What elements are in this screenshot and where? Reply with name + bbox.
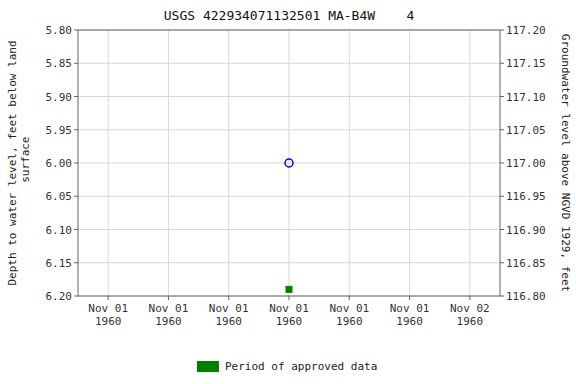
tick — [500, 129, 504, 130]
point — [286, 286, 292, 292]
tick — [500, 262, 504, 263]
text-line: 1960 — [276, 315, 303, 328]
marks — [285, 159, 293, 292]
tick-label: Nov 011960 — [329, 302, 369, 328]
text-line: surface — [19, 137, 32, 190]
tick-label: 116.95 — [506, 190, 546, 203]
tick-label: 6.15 — [46, 257, 73, 270]
tick — [74, 96, 78, 97]
tick-label: Nov 011960 — [88, 302, 128, 328]
tick — [74, 163, 78, 164]
grid-line — [349, 30, 350, 296]
text-line: Nov 01 — [209, 302, 249, 315]
tick-label: 5.90 — [46, 91, 73, 104]
background — [0, 0, 576, 384]
tick — [500, 30, 504, 31]
text-line: Nov 01 — [329, 302, 369, 315]
tick — [289, 296, 290, 300]
tick — [168, 296, 169, 300]
tick — [409, 296, 410, 300]
tick-label: Nov 021960 — [450, 302, 490, 328]
tick-label: Nov 011960 — [269, 302, 309, 328]
tick — [500, 229, 504, 230]
tick-label: 5.85 — [46, 57, 73, 70]
y-axis-label: Depth to water level, feet below land su… — [6, 40, 32, 285]
text-line: 1960 — [396, 315, 423, 328]
tick-label: 117.15 — [506, 57, 546, 70]
text-line: 1960 — [215, 315, 242, 328]
grid-line — [469, 30, 470, 296]
text-line: Nov 01 — [149, 302, 189, 315]
tick — [500, 63, 504, 64]
tick — [500, 163, 504, 164]
tick-label: 116.90 — [506, 224, 546, 237]
tick — [500, 96, 504, 97]
tick-label: 117.00 — [506, 157, 546, 170]
tick — [74, 229, 78, 230]
tick — [500, 296, 504, 297]
tick — [74, 296, 78, 297]
tick-label: 117.10 — [506, 91, 546, 104]
grid-line — [409, 30, 410, 296]
text-line: Nov 01 — [390, 302, 430, 315]
legend-swatch — [197, 361, 219, 372]
tick — [500, 196, 504, 197]
legend-label: Period of approved data — [225, 360, 377, 373]
tick-label: 5.95 — [46, 124, 73, 137]
text-line: Nov 01 — [269, 302, 309, 315]
tick — [74, 63, 78, 64]
y-axis: 5.80 5.85 5.90 5.95 6.00 6.05 6.10 6.15 6.20 — [46, 24, 79, 303]
y2-axis-label: Groundwater level above NGVD 1929, feet — [559, 34, 572, 292]
tick — [228, 296, 229, 300]
tick — [469, 296, 470, 300]
tick-label: 5.80 — [46, 24, 73, 37]
grid-line — [168, 30, 169, 296]
grid-line — [289, 30, 290, 296]
text-line: 1960 — [457, 315, 484, 328]
tick-label: 116.85 — [506, 257, 546, 270]
tick — [74, 30, 78, 31]
tick-label: Nov 011960 — [390, 302, 430, 328]
tick-label: 117.20 — [506, 24, 546, 37]
tick-label: Nov 011960 — [149, 302, 189, 328]
text-line: 1960 — [95, 315, 122, 328]
point — [285, 159, 293, 167]
tick — [74, 262, 78, 263]
tick-label: 116.80 — [506, 290, 546, 303]
text-line: Depth to water level, feet below land — [6, 40, 19, 285]
tick — [74, 129, 78, 130]
tick — [74, 196, 78, 197]
text-line: 1960 — [155, 315, 182, 328]
tick-label: 6.20 — [46, 290, 73, 303]
tick-label: 6.10 — [46, 224, 73, 237]
grid-line — [108, 30, 109, 296]
text-line: 1960 — [336, 315, 363, 328]
x-axis: Nov 011960Nov 011960Nov 011960Nov 011960… — [88, 296, 489, 328]
tick-label: Nov 011960 — [209, 302, 249, 328]
y2-axis: 117.20 117.15 117.10 117.05 117.00 116.95 116.… — [500, 24, 546, 303]
text-line: Nov 02 — [450, 302, 490, 315]
title: USGS 422934071132501 MA-B4W 4 — [164, 8, 415, 23]
plot-frame — [78, 30, 500, 296]
text-line: Nov 01 — [88, 302, 128, 315]
legend: Period of approved data — [197, 360, 377, 373]
tick-label: 6.05 — [46, 190, 73, 203]
grid — [78, 30, 500, 296]
chart: 5.80 5.85 5.90 5.95 6.00 6.05 6.10 6.15 6.20 117.… — [0, 0, 576, 384]
tick-label: 6.00 — [46, 157, 73, 170]
grid-line — [228, 30, 229, 296]
tick — [108, 296, 109, 300]
tick-label: 117.05 — [506, 124, 546, 137]
tick — [349, 296, 350, 300]
